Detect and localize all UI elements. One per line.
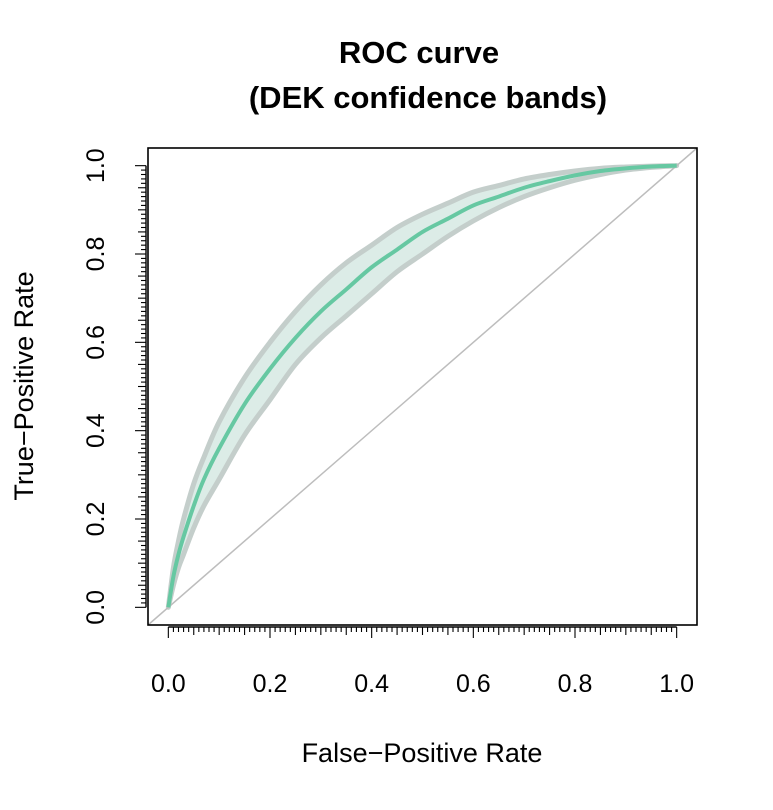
y-tick-label: 0.4 — [82, 413, 110, 448]
x-axis-label: False−Positive Rate — [302, 738, 543, 768]
chart-title: ROC curve — [339, 35, 499, 70]
x-tick-label: 0.4 — [354, 670, 389, 698]
y-tick-label: 0.6 — [82, 325, 110, 360]
x-tick-label: 0.2 — [253, 670, 288, 698]
x-tick-label: 0.6 — [456, 670, 491, 698]
x-tick-label: 0.0 — [151, 670, 186, 698]
plot-frame — [147, 147, 698, 626]
y-axis-label: True−Positive Rate — [9, 271, 39, 500]
y-tick-label: 1.0 — [82, 148, 110, 183]
y-tick-label: 0.2 — [82, 502, 110, 537]
y-axis: 0.0 0.2 0.4 0.6 0.8 1.0 — [82, 148, 147, 625]
y-tick-label: 0.0 — [82, 590, 110, 625]
roc-curve — [166, 163, 677, 608]
x-axis: 0.0 0.2 0.4 0.6 0.8 1.0 — [151, 626, 694, 698]
x-tick-label: 0.8 — [558, 670, 593, 698]
y-tick-label: 0.8 — [82, 237, 110, 272]
x-tick-label: 1.0 — [659, 670, 694, 698]
chance-diagonal — [147, 147, 698, 626]
chart-subtitle: (DEK confidence bands) — [249, 80, 607, 115]
